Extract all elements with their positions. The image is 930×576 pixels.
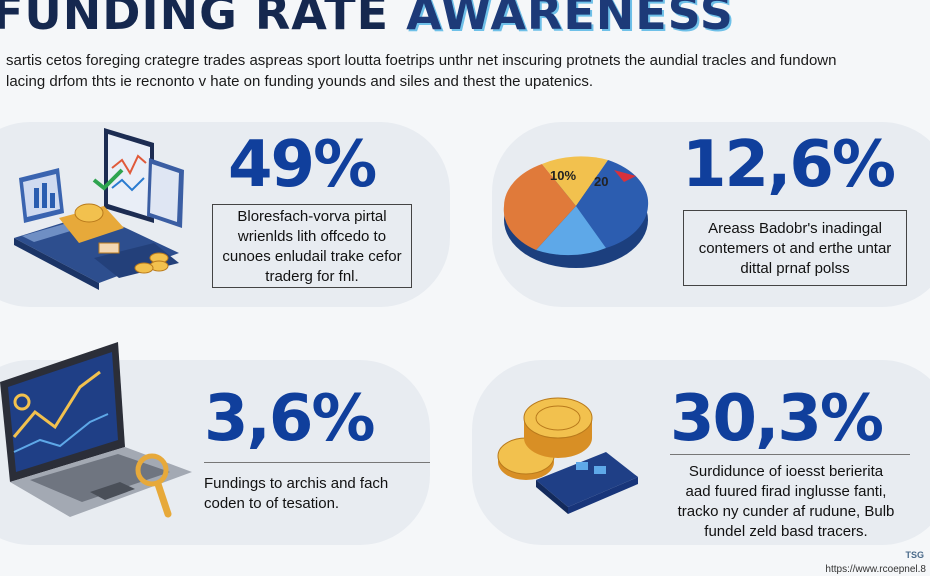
desc-line: cunoes enludail trake cefor: [222, 248, 402, 265]
desc-line: dittal prnaf polss: [740, 260, 850, 277]
stat-value-3: 3,6%: [204, 382, 375, 456]
desc-line: Bloresfach-vorva pirtal: [237, 208, 387, 225]
brand-logo: TSG: [905, 550, 924, 560]
stat-value-4: 30,3%: [670, 382, 884, 456]
trading-dashboard-icon: [14, 128, 184, 290]
desc-line: contemers ot and erthe untar: [698, 240, 892, 257]
stat-description-1: Bloresfach-vorva pirtal wrienlds lith of…: [212, 204, 412, 288]
desc-line: coden to of tesation.: [204, 495, 340, 512]
desc-line: traderg for fnl.: [265, 268, 359, 285]
divider: [204, 462, 430, 463]
pie-chart-icon: 10% 20: [503, 156, 649, 268]
stat-description-4: Surdidunce of ioesst berierita aad fuure…: [664, 462, 908, 542]
page-title: FUNDING RATE AWARENESS: [0, 0, 734, 40]
stat-value-1: 49%: [228, 128, 377, 202]
stat-description-3: Fundings to archis and fach coden to of …: [204, 474, 410, 514]
laptop-magnifier-icon: [0, 342, 192, 518]
desc-line: Surdidunce of ioesst berierita: [688, 463, 884, 480]
coins-card-icon: [497, 397, 638, 514]
divider: [670, 454, 910, 455]
stat-value-2: 12,6%: [682, 128, 896, 202]
pie-label-1: 10%: [550, 168, 576, 183]
intro-text: sartis cetos foreging crategre trades as…: [6, 50, 926, 92]
footer-url[interactable]: https://www.rcoepnel.8: [825, 564, 926, 575]
desc-line: Areass Badobr's inadingal: [708, 220, 882, 237]
desc-line: Fundings to archis and fach: [204, 475, 389, 492]
desc-line: tracko ny cunder af rudune, Bulb: [677, 503, 895, 520]
pie-label-2: 20: [594, 174, 608, 189]
stat-description-2: Areass Badobr's inadingal contemers ot a…: [683, 210, 907, 286]
desc-line: aad fuured firad inglusse fanti,: [685, 483, 887, 500]
desc-line: fundel zeld basd tracers.: [704, 523, 868, 540]
desc-line: wrienlds lith offcedo to: [237, 228, 387, 245]
intro-line-1: sartis cetos foreging crategre trades as…: [6, 52, 837, 69]
intro-line-2: lacing drfom thts ie recnonto v hate on …: [6, 73, 594, 90]
